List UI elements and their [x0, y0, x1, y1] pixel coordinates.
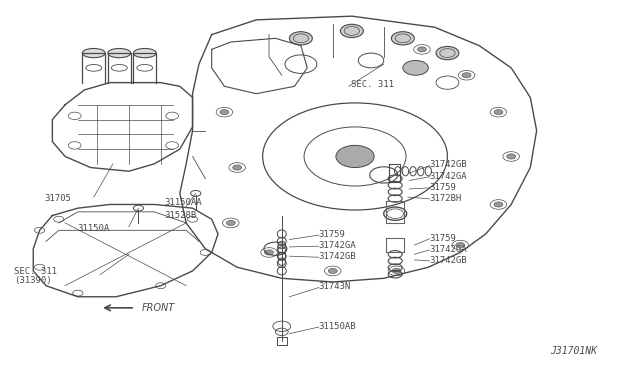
Text: 31742GA: 31742GA [319, 241, 356, 250]
Text: 31150A: 31150A [78, 224, 110, 233]
Circle shape [340, 24, 364, 38]
Text: 3172BH: 3172BH [429, 194, 462, 203]
Text: 31150AB: 31150AB [319, 322, 356, 331]
Text: 31150AA: 31150AA [164, 198, 202, 207]
Circle shape [494, 202, 503, 207]
Text: 31742GB: 31742GB [429, 256, 467, 265]
Text: 31742GA: 31742GA [429, 171, 467, 180]
Circle shape [220, 110, 229, 115]
Text: FRONT: FRONT [141, 303, 175, 313]
Text: SEC. 311: SEC. 311 [351, 80, 394, 89]
Text: 31759: 31759 [319, 230, 346, 239]
Text: J31701NK: J31701NK [550, 346, 597, 356]
Circle shape [233, 165, 242, 170]
Circle shape [456, 243, 465, 248]
Text: 31743N: 31743N [319, 282, 351, 291]
Text: 31759: 31759 [429, 183, 456, 192]
Text: 31742GB: 31742GB [429, 160, 467, 170]
Circle shape [227, 220, 236, 225]
Text: 31759: 31759 [429, 234, 456, 243]
Circle shape [507, 154, 516, 159]
Circle shape [392, 268, 401, 273]
Text: 31742GA: 31742GA [429, 245, 467, 254]
Circle shape [336, 145, 374, 167]
Text: 31528B: 31528B [164, 211, 196, 220]
Ellipse shape [133, 48, 156, 58]
Text: (31390): (31390) [14, 276, 52, 285]
Circle shape [436, 46, 459, 60]
Text: SEC. 311: SEC. 311 [14, 267, 57, 276]
Circle shape [289, 32, 312, 45]
Circle shape [392, 32, 414, 45]
Circle shape [403, 61, 428, 75]
Circle shape [494, 110, 503, 115]
Circle shape [462, 73, 471, 78]
Circle shape [328, 268, 337, 273]
Text: 31742GB: 31742GB [319, 252, 356, 261]
Circle shape [387, 209, 403, 218]
Ellipse shape [108, 48, 131, 58]
Text: 31705: 31705 [45, 195, 72, 203]
Ellipse shape [83, 48, 105, 58]
Circle shape [264, 250, 273, 255]
Circle shape [417, 47, 426, 52]
